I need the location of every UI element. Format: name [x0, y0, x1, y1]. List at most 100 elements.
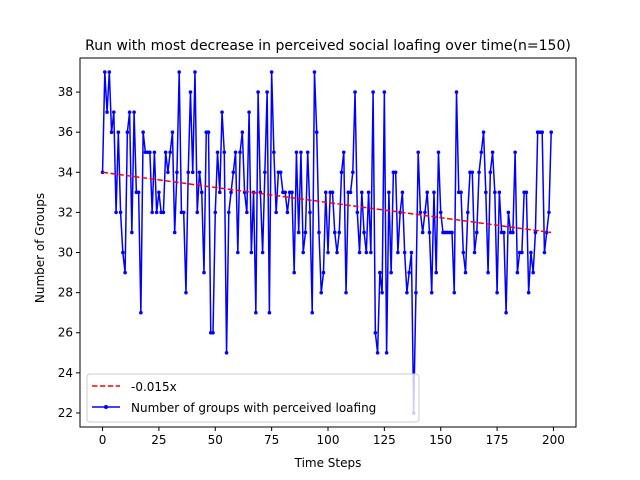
data-point: [305, 150, 310, 155]
data-point: [479, 150, 484, 155]
data-point: [459, 190, 463, 195]
data-point: [116, 130, 121, 134]
data-point: [465, 210, 470, 215]
legend-marker-groups: [104, 405, 108, 409]
legend-label-trend: -0.015x: [131, 380, 177, 394]
data-point: [371, 90, 375, 94]
data-point: [285, 210, 290, 215]
y-tick-label: 22: [58, 406, 73, 420]
data-point: [312, 70, 317, 74]
y-axis-label: Number of Groups: [33, 193, 47, 303]
y-tick-label: 30: [58, 246, 73, 260]
data-point: [114, 210, 118, 215]
data-point: [490, 150, 495, 155]
data-point: [515, 270, 520, 275]
data-point: [177, 70, 181, 74]
axes: 0 25 50 75 100 125 150 175 200 22 24 26 28 30 32 34 36 38: [58, 57, 577, 447]
data-point: [290, 190, 294, 195]
x-tick-label: 50: [208, 433, 223, 447]
data-point: [199, 190, 204, 195]
data-point: [231, 170, 236, 175]
data-point: [461, 250, 466, 255]
data-point: [303, 230, 308, 235]
data-point: [477, 170, 481, 175]
data-point: [389, 270, 393, 275]
data-point: [533, 230, 538, 235]
data-point: [355, 210, 360, 215]
data-point: [335, 250, 339, 255]
data-point: [132, 110, 136, 114]
data-point: [202, 270, 206, 275]
data-point: [339, 170, 344, 175]
data-point: [470, 170, 475, 175]
data-point: [260, 250, 265, 255]
data-point: [112, 110, 116, 114]
data-point: [373, 330, 378, 335]
data-point: [484, 190, 488, 195]
data-point: [341, 150, 346, 155]
data-point: [405, 290, 409, 295]
data-point: [272, 150, 276, 155]
data-point: [139, 310, 143, 315]
data-point: [299, 150, 303, 155]
data-point: [125, 130, 130, 134]
data-point: [170, 130, 175, 134]
data-point: [382, 90, 387, 94]
data-point: [362, 230, 366, 235]
data-point: [549, 130, 553, 134]
data-point: [452, 290, 457, 295]
data-point: [409, 250, 414, 255]
data-point: [364, 250, 369, 255]
chart-title: Run with most decrease in perceived soci…: [85, 38, 571, 54]
data-point: [233, 150, 238, 155]
y-tick-label: 38: [58, 85, 73, 99]
data-point: [263, 170, 267, 175]
data-point: [206, 130, 211, 134]
data-point: [493, 190, 497, 195]
x-tick-label: 200: [542, 433, 565, 447]
data-point: [454, 90, 459, 94]
y-tick-label: 26: [58, 326, 73, 340]
data-point: [195, 210, 200, 215]
x-tick-label: 125: [373, 433, 396, 447]
data-point: [254, 310, 258, 315]
data-point: [227, 210, 231, 215]
data-point: [184, 290, 188, 295]
data-point: [292, 270, 296, 275]
data-point: [332, 230, 337, 235]
data-point: [429, 290, 434, 295]
data-point: [193, 70, 197, 74]
data-point: [486, 270, 490, 275]
data-point: [414, 290, 418, 295]
data-point: [127, 110, 132, 114]
data-point: [423, 210, 427, 215]
data-point: [432, 190, 436, 195]
data-point: [136, 190, 141, 195]
data-point: [402, 250, 407, 255]
data-point: [314, 130, 319, 134]
x-tick-label: 75: [264, 433, 279, 447]
data-point: [502, 230, 506, 235]
data-point: [107, 70, 112, 74]
data-point: [105, 110, 109, 114]
data-point: [427, 230, 432, 235]
data-point: [511, 230, 515, 235]
data-point: [236, 250, 240, 255]
x-tick-label: 100: [317, 433, 340, 447]
data-point: [130, 230, 134, 235]
data-point: [520, 250, 524, 255]
data-point: [400, 190, 405, 195]
x-axis-label: Time Steps: [294, 456, 362, 470]
data-point: [506, 210, 511, 215]
data-point: [267, 310, 272, 315]
trend-line: [102, 171, 552, 234]
data-point: [436, 150, 441, 155]
data-point: [317, 230, 321, 235]
data-point: [172, 230, 177, 235]
data-point: [186, 170, 191, 175]
data-point: [168, 150, 172, 155]
data-point: [353, 90, 357, 94]
data-point: [217, 190, 222, 195]
data-point: [360, 190, 364, 195]
series-line-groups: [101, 71, 552, 414]
